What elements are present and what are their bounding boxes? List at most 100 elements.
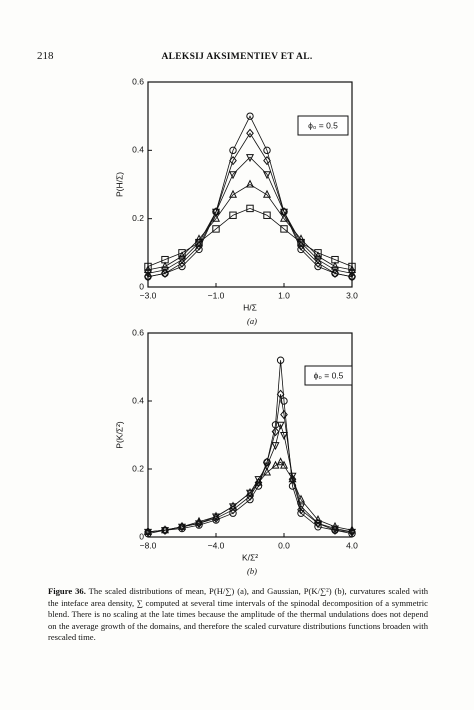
- data-point: [211, 208, 221, 217]
- series-line: [147, 156, 353, 274]
- data-point: [228, 501, 238, 510]
- data-point: [160, 266, 170, 275]
- x-tick-label: −1.0: [208, 290, 225, 300]
- y-axis-label: P(K/Σ²): [114, 421, 124, 449]
- y-tick-label: 0: [139, 531, 144, 541]
- data-point: [296, 494, 306, 503]
- x-tick-label: 0.0: [278, 540, 290, 550]
- data-point: [297, 238, 305, 247]
- data-point: [211, 511, 221, 520]
- series-line: [147, 394, 353, 533]
- data-point: [280, 397, 288, 405]
- data-point: [144, 262, 152, 271]
- data-point: [280, 409, 288, 420]
- data-point: [262, 462, 272, 471]
- data-point: [271, 442, 280, 451]
- data-point: [160, 525, 170, 534]
- y-tick-label: 0.2: [132, 213, 144, 223]
- data-point: [194, 234, 204, 243]
- data-point: [331, 255, 339, 264]
- data-point: [348, 262, 356, 271]
- y-tick-label: 0.2: [132, 463, 144, 473]
- y-tick-label: 0.6: [132, 76, 144, 86]
- data-point: [263, 211, 271, 219]
- data-point: [246, 204, 254, 213]
- data-point: [177, 521, 187, 530]
- data-point: [271, 426, 280, 437]
- series-line: [147, 360, 353, 534]
- data-point: [276, 457, 285, 466]
- data-point: [144, 272, 152, 282]
- data-point: [276, 356, 285, 364]
- series-line: [147, 207, 353, 267]
- data-point: [313, 256, 323, 265]
- data-point: [279, 431, 289, 440]
- data-point: [276, 389, 285, 399]
- data-point: [263, 155, 271, 166]
- data-point: [245, 179, 255, 188]
- data-point: [288, 474, 297, 483]
- data-point: [161, 255, 169, 264]
- x-axis-label: H/Σ: [243, 302, 257, 312]
- x-tick-label: −3.0: [140, 290, 157, 300]
- x-tick-label: 1.0: [278, 290, 290, 300]
- data-point: [331, 268, 339, 278]
- data-point: [314, 258, 322, 268]
- data-point: [262, 189, 272, 198]
- data-point: [228, 171, 238, 180]
- panel-label: (b): [247, 566, 257, 576]
- data-point: [177, 256, 187, 265]
- data-point: [212, 225, 220, 233]
- data-point: [178, 258, 186, 268]
- data-point: [143, 526, 153, 535]
- legend-annotation: ϕ₀ = 0.5: [314, 370, 344, 380]
- x-tick-label: 4.0: [346, 540, 358, 550]
- data-point: [280, 225, 288, 233]
- data-point: [288, 474, 297, 484]
- data-point: [262, 467, 272, 476]
- data-point: [160, 261, 170, 270]
- plot-frame: [147, 332, 353, 538]
- legend-box: [297, 115, 349, 136]
- data-point: [254, 476, 263, 485]
- data-point: [348, 272, 356, 282]
- data-point: [347, 270, 357, 279]
- data-point: [254, 477, 263, 488]
- panel-label: (a): [247, 316, 257, 326]
- page-number: 218: [37, 50, 54, 62]
- data-point: [161, 268, 169, 278]
- y-tick-label: 0.6: [132, 327, 144, 337]
- data-point: [313, 520, 323, 529]
- figure: 0 0.2 0.4 0.6 −3.0 −1.0 1.0 3.0 H/Σ (a) P(H/Σ) ϕ₀ =…: [114, 76, 358, 576]
- data-point: [246, 128, 254, 138]
- data-point: [296, 234, 306, 243]
- running-title: ALEKSIJ AKSIMENTIEV ET AL.: [161, 52, 313, 62]
- data-point: [279, 460, 289, 469]
- data-point: [262, 171, 272, 180]
- data-point: [313, 515, 323, 524]
- data-point: [143, 270, 153, 279]
- data-point: [296, 503, 306, 512]
- data-point: [229, 146, 237, 155]
- caption: Figure 36. The scaled distributions of m…: [48, 586, 428, 644]
- data-point: [347, 525, 357, 534]
- data-point: [254, 477, 263, 486]
- series-line: [147, 423, 353, 533]
- x-tick-label: 3.0: [346, 290, 358, 300]
- data-point: [246, 112, 254, 120]
- plot-frame: [147, 81, 353, 288]
- x-axis-label: K/Σ²: [242, 552, 258, 562]
- y-tick-label: 0.4: [132, 145, 144, 155]
- data-point: [279, 208, 289, 217]
- series-line: [147, 461, 353, 533]
- y-axis-label: P(H/Σ): [114, 172, 124, 197]
- data-point: [263, 146, 271, 155]
- legend-box: [304, 365, 353, 386]
- y-tick-label: 0: [139, 281, 144, 291]
- data-point: [314, 249, 322, 257]
- data-point: [228, 189, 238, 198]
- caption-label: Figure 36.: [48, 586, 86, 596]
- legend-annotation: ϕ₀ = 0.5: [308, 120, 338, 130]
- data-point: [143, 528, 153, 537]
